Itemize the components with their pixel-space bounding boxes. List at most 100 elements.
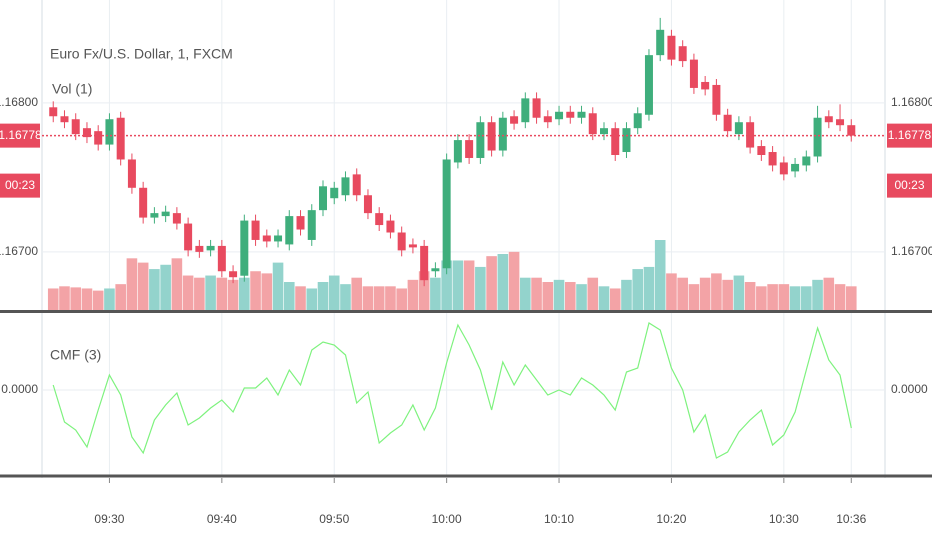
candle-body (397, 232, 406, 251)
candle-body (667, 35, 676, 60)
candle-body (588, 113, 597, 135)
volume-bar (47, 288, 59, 310)
candle-body (262, 235, 271, 242)
price-badge (0, 123, 40, 148)
volume-bar (621, 279, 632, 310)
x-tick-label: 10:10 (544, 512, 574, 526)
volume-bar (632, 269, 644, 310)
volume-label: Vol (1) (52, 81, 92, 97)
volume-bar (609, 288, 621, 310)
volume-bar (789, 286, 801, 310)
volume-bar (531, 277, 542, 310)
volume-bar (295, 286, 306, 310)
y-tick-label: 0.0000 (891, 382, 928, 396)
x-tick-label: 10:36 (836, 512, 866, 526)
volume-bar (351, 277, 363, 310)
volume-bar (598, 286, 610, 310)
candle-body (510, 116, 519, 124)
candle-body (577, 111, 586, 118)
volume-bar (317, 282, 329, 310)
volume-bar (362, 286, 374, 310)
volume-bar (272, 262, 284, 310)
candle-body (251, 220, 260, 240)
candle-body (127, 159, 136, 188)
volume-bar (441, 260, 452, 310)
volume-bar (81, 288, 93, 310)
countdown-badge (0, 173, 40, 198)
candle-body (229, 271, 238, 278)
countdown-label: 00:23 (894, 178, 924, 192)
volume-bar (250, 271, 261, 310)
candle-body (363, 195, 372, 214)
candle-body (341, 177, 350, 196)
x-tick-label: 09:40 (207, 512, 237, 526)
volume-bar (160, 264, 171, 310)
volume-bar (508, 251, 520, 310)
volume-bar (194, 277, 205, 310)
candle-body (352, 174, 361, 196)
candle-body (386, 220, 395, 233)
candle-body (566, 111, 575, 118)
volume-layer (47, 240, 857, 310)
candle-body (757, 146, 766, 155)
candle-body (240, 220, 249, 276)
candle-body (319, 186, 327, 211)
volume-bar (407, 279, 419, 310)
volume-bar (643, 266, 655, 310)
countdown-label: 00:23 (5, 178, 35, 192)
volume-bar (373, 286, 385, 310)
volume-bar (430, 277, 441, 310)
volume-bar (688, 284, 700, 310)
candle-body (408, 244, 417, 248)
candle-body (847, 125, 856, 136)
price-badge-label: 1.16778 (0, 128, 42, 142)
volume-bar (823, 277, 835, 310)
candle-body (824, 116, 833, 123)
volume-bar (216, 277, 228, 310)
volume-bar (205, 275, 216, 310)
candle-body (161, 211, 170, 217)
volume-bar (463, 260, 475, 310)
volume-bar (115, 284, 126, 310)
candle-body (71, 119, 80, 135)
volume-bar (845, 286, 857, 310)
candle-body (105, 119, 114, 145)
candle-body (633, 113, 642, 129)
candle-body (217, 245, 226, 272)
volume-bar (104, 288, 115, 310)
volume-bar (553, 279, 565, 310)
volume-bar (149, 269, 160, 310)
y-tick-label: 1.16700 (891, 244, 932, 258)
volume-bar (744, 282, 756, 310)
volume-bar (239, 277, 250, 310)
indicator-title: CMF (3) (50, 347, 101, 363)
volume-bar (812, 279, 823, 310)
x-tick-label: 10:30 (769, 512, 799, 526)
volume-bar (520, 277, 531, 310)
volume-bar (576, 284, 587, 310)
candle-body (274, 235, 283, 242)
candle-body (150, 213, 159, 218)
candle-body (723, 114, 732, 132)
x-tick-label: 10:20 (656, 512, 686, 526)
candle-body (532, 98, 541, 118)
volume-bar (677, 277, 688, 310)
candle-body (498, 117, 507, 151)
candle-body (768, 152, 777, 166)
candle-body (453, 140, 462, 163)
volume-bar (801, 286, 812, 310)
volume-bar (756, 286, 767, 310)
volume-bar (396, 288, 407, 310)
candle-body (836, 119, 845, 126)
volume-bar (340, 284, 351, 310)
candle-body (442, 159, 451, 269)
x-tick-label: 10:00 (432, 512, 462, 526)
volume-bar (171, 258, 183, 310)
volume-bar (328, 275, 340, 310)
candle-body (296, 216, 305, 230)
candle-body (701, 81, 710, 90)
volume-bar (92, 290, 104, 310)
candle-body (206, 245, 215, 251)
candle-body (184, 223, 193, 251)
